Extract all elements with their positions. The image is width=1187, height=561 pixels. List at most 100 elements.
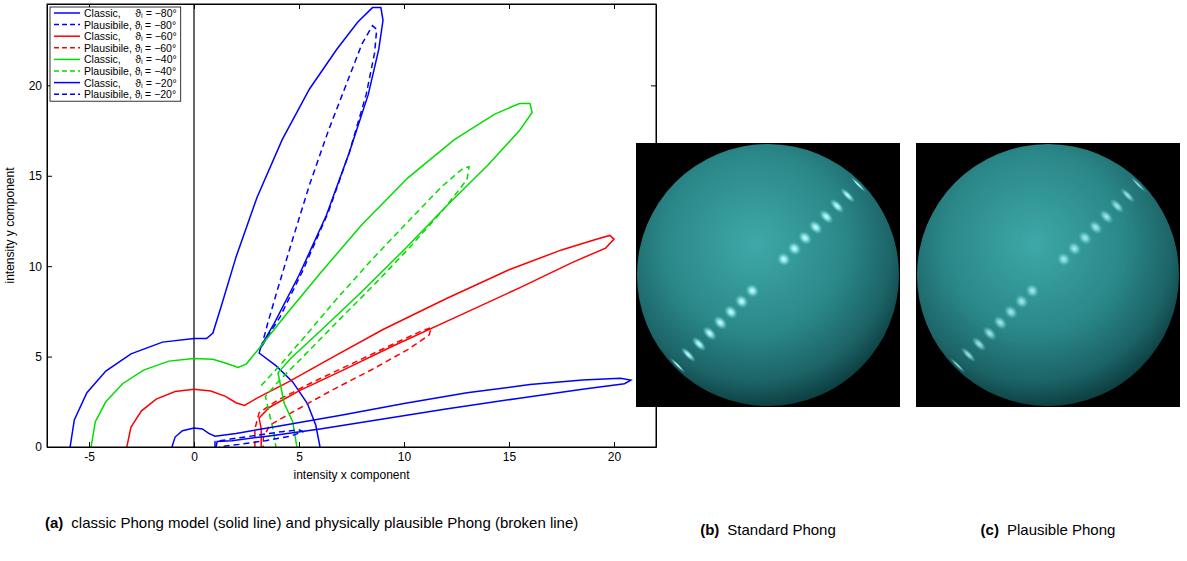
caption-text: classic Phong model (solid line) and phy… [71,514,578,531]
legend-swatch [54,47,80,49]
legend-entry: Plausibile, ϑᵢ = −60° [54,42,176,54]
highlight-spot [838,186,857,205]
x-axis-top-tick [299,4,300,9]
highlight-spot [806,218,825,237]
x-axis-top-tick [614,4,615,9]
y-axis: 0 5 10 15 20 [29,5,52,455]
legend-label: Classic, ϑᵢ = −40° [84,53,177,65]
highlights [669,176,867,374]
y-axis-tick: 0 [35,440,52,454]
normal-line [193,4,194,447]
legend-swatch [54,82,80,84]
image-background [916,143,1180,407]
sphere [637,144,899,406]
y-axis-tick: 15 [29,169,52,183]
y-axis-tick: 10 [29,260,52,274]
highlight-spot [980,324,999,343]
plot-background [47,4,656,447]
lobe-curve [172,378,631,447]
highlight-spot [817,207,836,226]
legend-entry: Plausibile, ϑᵢ = −20° [54,88,176,100]
x-axis-tick-mark [89,442,90,447]
x-axis-top-tick-mark [194,4,195,9]
y-axis-tick-mark [47,266,52,267]
caption-line: classic Phong model (solid line) and phy… [71,514,578,531]
legend-label: Classic, ϑᵢ = −20° [84,77,177,89]
x-axis-top-tick [509,4,510,9]
x-axis-top-line [48,4,657,5]
legend-label: Classic, ϑᵢ = −60° [84,30,177,42]
y-axis-tick-label: 20 [29,79,43,93]
highlight-spot [959,345,978,364]
x-axis-tick-label: 20 [608,450,622,464]
y-axis-tick-label: 5 [35,350,42,364]
highlights [949,176,1147,374]
y-axis-tick-mark [47,447,52,448]
x-axis-tick: -5 [84,442,95,464]
highlight-spot [711,313,730,332]
y-axis-tick: 5 [35,350,52,364]
x-axis-tick-label: -5 [84,450,95,464]
x-axis-tick-mark [614,442,615,447]
legend-entry: Classic, ϑᵢ = −80° [54,7,177,19]
y-axis-right-tick-mark [651,85,656,86]
legend-entry: Classic, ϑᵢ = −40° [54,53,177,65]
x-axis-top-tick [404,4,405,9]
highlight-spot [850,176,868,194]
image-background [636,143,900,407]
highlight-spot [1107,196,1126,215]
highlight-spot [1097,207,1116,226]
lobe-curve [70,8,383,447]
legend-label: Plausibile, ϑᵢ = −20° [84,88,176,100]
legend-entry: Plausibile, ϑᵢ = −40° [54,65,176,77]
highlight-spot [700,324,719,343]
legend-entry: Classic, ϑᵢ = −20° [54,77,177,89]
sphere [917,144,1179,406]
lobe-curve [261,167,469,447]
legend-swatch [54,93,80,95]
highlight-spot [689,334,708,353]
y-axis-tick-label: 10 [29,260,43,274]
x-axis-tick: 0 [191,442,198,464]
highlight-spot [1130,176,1148,194]
legend-swatch [54,24,80,26]
legend-entry: Plausibile, ϑᵢ = −80° [54,19,176,31]
y-axis-tick-mark [47,176,52,177]
highlight-spot [827,196,846,215]
lobe-curve [91,103,532,447]
x-axis-tick-mark [509,442,510,447]
legend-label: Plausibile, ϑᵢ = −40° [84,65,176,77]
legend-label: Plausibile, ϑᵢ = −60° [84,42,176,54]
x-axis-tick: 20 [608,442,622,464]
image-caption: (b) Standard Phong [700,521,836,538]
y-axis-line [47,5,48,448]
legend-swatch [54,70,80,72]
x-axis-top-tick-mark [509,4,510,9]
x-axis-tick-mark [299,442,300,447]
legend-label: Classic, ϑᵢ = −80° [84,7,177,19]
plot-area [70,4,631,447]
image-caption-text: Standard Phong [727,521,835,538]
highlight-spot [1118,186,1137,205]
caption-label: (a) [45,514,63,531]
legend-swatch [54,12,80,14]
image-caption: (c)Plausible Phong [981,521,1116,538]
x-axis-tick-mark [194,442,195,447]
x-axis-top-tick [194,4,195,9]
x-axis-tick-label: 5 [296,450,303,464]
legend: Classic, ϑᵢ = −80°Plausibile, ϑᵢ = −80°C… [50,7,181,101]
x-axis-line [48,447,657,448]
image-caption-text: Plausible Phong [1007,521,1115,538]
image-caption-label: (b) [700,521,719,538]
lobe-curve [261,26,377,348]
legend-swatch [54,35,80,37]
rendered-image [916,143,1180,407]
figure: -50510152005101520intensity x componenti… [0,0,1187,561]
highlight-spot [991,313,1010,332]
x-axis-tick-label: 15 [503,450,517,464]
legend-box [50,7,181,101]
plot-frame [47,4,656,447]
y-axis-right-tick [651,447,656,448]
x-axis-tick-label: 10 [398,450,412,464]
y-axis-tick: 20 [29,79,52,93]
